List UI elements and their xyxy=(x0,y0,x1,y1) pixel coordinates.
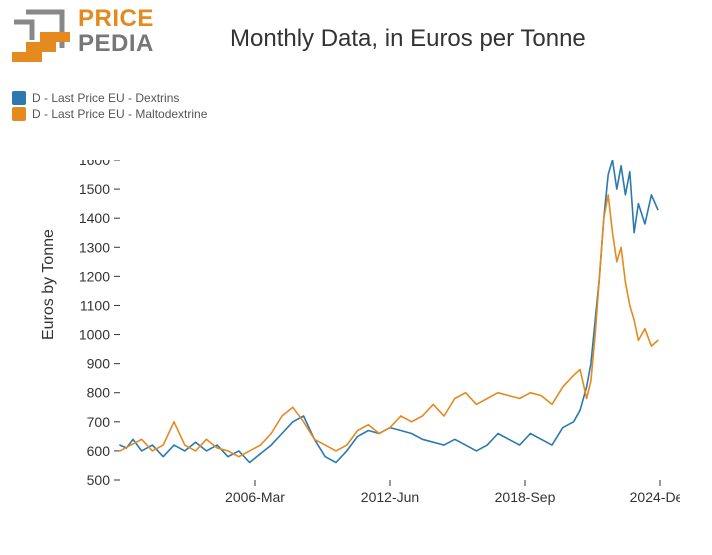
x-tick-label: 2012-Jun xyxy=(361,489,419,505)
y-tick-label: 1600 xyxy=(79,160,110,168)
legend: D - Last Price EU - Dextrins D - Last Pr… xyxy=(12,90,207,122)
legend-label-0: D - Last Price EU - Dextrins xyxy=(32,91,179,105)
y-tick-label: 1500 xyxy=(79,181,110,197)
x-tick-label: 2018-Sep xyxy=(495,489,556,505)
legend-swatch-0 xyxy=(12,91,26,105)
y-tick-label: 1400 xyxy=(79,210,110,226)
logo-text: PRICE PEDIA xyxy=(78,6,154,56)
y-tick-label: 1300 xyxy=(79,239,110,255)
y-tick-label: 1100 xyxy=(80,297,110,313)
x-tick-label: 2024-Dec xyxy=(630,489,680,505)
y-tick-label: 500 xyxy=(87,472,111,488)
series-dextrins xyxy=(120,160,658,463)
pricepedia-logo xyxy=(12,8,72,64)
logo-text-line1: PRICE xyxy=(78,6,154,31)
legend-swatch-1 xyxy=(12,107,26,121)
legend-item: D - Last Price EU - Maltodextrine xyxy=(12,106,207,122)
logo-mark xyxy=(12,8,72,64)
chart: 500 600 700 800 900 1000 1100 1200 1300 1400 1500 1… xyxy=(60,160,680,520)
y-tick-label: 700 xyxy=(87,414,111,430)
y-tick-label: 600 xyxy=(87,443,111,459)
y-tick-label: 800 xyxy=(87,385,111,401)
legend-label-1: D - Last Price EU - Maltodextrine xyxy=(32,107,207,121)
chart-title: Monthly Data, in Euros per Tonne xyxy=(230,25,586,53)
y-tick-label: 1000 xyxy=(79,327,110,343)
y-tick-label: 1200 xyxy=(79,268,110,284)
y-tick-label: 900 xyxy=(87,356,111,372)
chart-svg: 500 600 700 800 900 1000 1100 1200 1300 1400 1500 1… xyxy=(60,160,680,520)
series-maltodextrine xyxy=(120,195,658,457)
logo-text-line2: PEDIA xyxy=(78,31,154,56)
y-axis-label: Euros by Tonne xyxy=(40,229,58,340)
legend-item: D - Last Price EU - Dextrins xyxy=(12,90,207,106)
x-tick-label: 2006-Mar xyxy=(225,489,285,505)
page: PRICE PEDIA Monthly Data, in Euros per T… xyxy=(0,0,712,555)
